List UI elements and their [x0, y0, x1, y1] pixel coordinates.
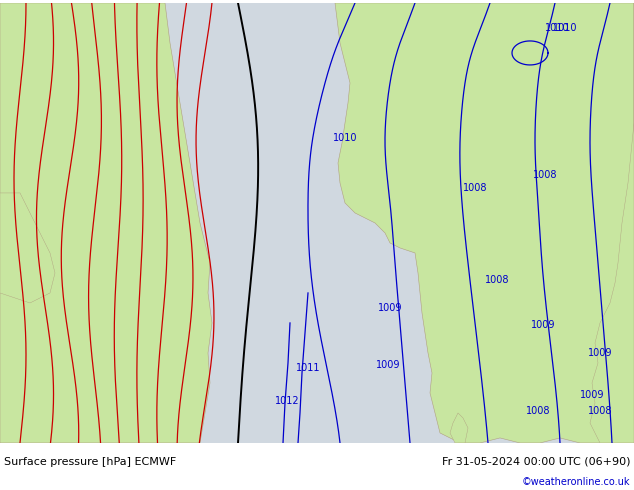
- Text: ©weatheronline.co.uk: ©weatheronline.co.uk: [522, 477, 630, 487]
- Polygon shape: [450, 413, 468, 443]
- Text: 1009: 1009: [579, 390, 604, 400]
- Polygon shape: [0, 3, 634, 443]
- Text: 1012: 1012: [275, 396, 299, 406]
- Polygon shape: [0, 193, 55, 303]
- Text: 1008: 1008: [533, 170, 557, 180]
- Text: 1010: 1010: [333, 133, 357, 143]
- Text: 1009: 1009: [588, 348, 612, 358]
- Text: Surface pressure [hPa] ECMWF: Surface pressure [hPa] ECMWF: [4, 457, 176, 467]
- Polygon shape: [0, 3, 212, 443]
- Text: 1008: 1008: [463, 183, 488, 193]
- Text: 1009: 1009: [531, 320, 555, 330]
- Polygon shape: [335, 3, 634, 443]
- Text: 1009: 1009: [378, 303, 402, 313]
- Text: 1008: 1008: [588, 406, 612, 416]
- Text: 1009: 1009: [376, 360, 400, 370]
- Text: 1010: 1010: [553, 23, 577, 33]
- Text: 1011: 1011: [295, 363, 320, 373]
- Text: 1008: 1008: [485, 275, 509, 285]
- Polygon shape: [590, 3, 634, 443]
- Text: Fr 31-05-2024 00:00 UTC (06+90): Fr 31-05-2024 00:00 UTC (06+90): [441, 457, 630, 467]
- Text: 1008: 1008: [526, 406, 550, 416]
- Text: 1010: 1010: [545, 23, 569, 33]
